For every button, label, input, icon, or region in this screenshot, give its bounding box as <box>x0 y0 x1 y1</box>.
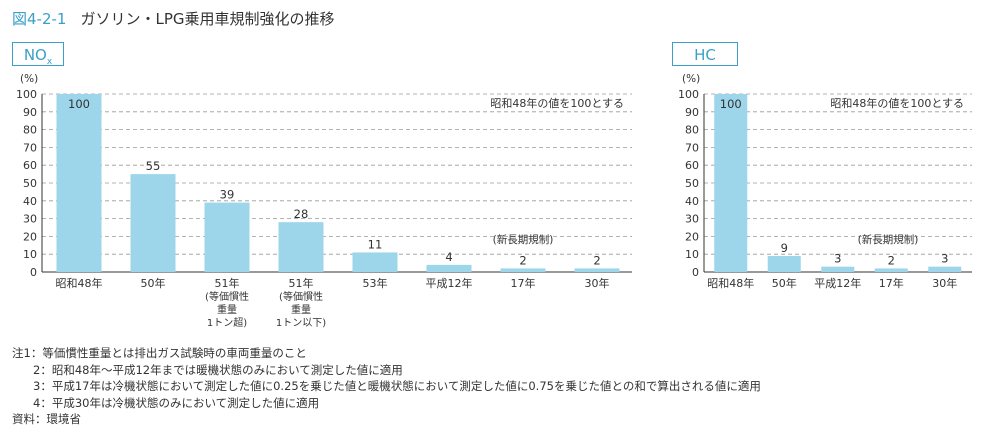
bar <box>821 266 855 272</box>
y-tick-label: 50 <box>685 177 699 190</box>
note-2: 2：昭和48年〜平成12年までは暖機状態のみにおいて測定した値に適用 <box>33 362 403 377</box>
x-category-label: 50年 <box>141 276 166 290</box>
y-tick-label: 0 <box>30 266 37 279</box>
bar-value-label: 55 <box>146 159 161 173</box>
bar <box>56 94 102 272</box>
x-category-label: 17年 <box>879 276 904 290</box>
note-1: 注1：等価慣性重量とは排出ガス試験時の車両重量のこと <box>12 346 307 360</box>
x-category-label: 50年 <box>772 276 797 290</box>
y-tick-label: 60 <box>685 159 699 172</box>
x-category-label: 平成12年 <box>814 276 861 290</box>
y-tick-label: 90 <box>685 106 699 119</box>
y-tick-label: 10 <box>23 248 37 261</box>
bar-value-label: 11 <box>368 237 383 251</box>
x-category-label: 昭和48年 <box>707 276 754 290</box>
y-tick-label: 60 <box>23 159 37 172</box>
bar-value-label: 4 <box>445 250 452 264</box>
hc-chart: 0 10 20 30 40 50 60 70 80 90 100 (%) 100 昭和48年 9 50年 3 平成… <box>678 73 972 290</box>
y-tick-label: 30 <box>23 213 37 226</box>
bar-value-label: 2 <box>888 253 895 267</box>
x-category-label: 53年 <box>363 276 388 290</box>
x-category-label: 1トン以下) <box>276 318 326 329</box>
bar-value-label: 3 <box>941 252 948 266</box>
bar <box>130 174 176 272</box>
y-tick-label: 10 <box>685 248 699 261</box>
x-category-label: 昭和48年 <box>56 276 103 290</box>
y-tick-label: 80 <box>685 124 699 137</box>
annotation-new-long-term: (新長期規制) <box>858 233 919 246</box>
y-tick-label: 90 <box>23 106 37 119</box>
x-category-label: (等価慣性 <box>279 290 323 303</box>
bar <box>352 252 398 272</box>
bar-value-label: 3 <box>834 252 841 266</box>
x-category-label: 1トン超) <box>207 316 247 329</box>
bar <box>874 268 908 272</box>
bar-value-label: 100 <box>720 97 742 111</box>
source-note: 資料：環境省 <box>12 412 81 426</box>
y-tick-label: 100 <box>16 88 37 101</box>
bar <box>426 264 472 272</box>
bar <box>500 268 546 272</box>
bar-value-label: 9 <box>781 241 788 255</box>
y-tick-label: 30 <box>685 213 699 226</box>
bar <box>767 255 801 272</box>
bar-value-label: 2 <box>519 253 526 267</box>
note-3: 3：平成17年は冷機状態において測定した値に0.25を乗じた値と暖機状態において… <box>33 379 761 393</box>
notes-block: 注1：等価慣性重量とは排出ガス試験時の車両重量のこと 2：昭和48年〜平成12年… <box>12 345 761 428</box>
y-tick-label: 20 <box>685 230 699 243</box>
bar-value-label: 39 <box>220 188 235 202</box>
y-tick-label: 100 <box>678 88 699 101</box>
x-category-label: 平成12年 <box>426 276 473 290</box>
x-category-label: 17年 <box>511 276 536 290</box>
nox-panel-label: NOx <box>12 42 64 67</box>
bar <box>204 202 250 272</box>
y-tick-label: 40 <box>685 195 699 208</box>
y-unit-label: (%) <box>682 73 700 85</box>
x-category-label: 51年 <box>289 276 314 290</box>
figure-title-text: ガソリン・LPG乗用車規制強化の推移 <box>80 10 335 28</box>
x-category-label: (等価慣性 <box>205 290 249 303</box>
y-tick-label: 70 <box>685 141 699 154</box>
y-tick-label: 0 <box>692 266 699 279</box>
bar-value-label: 2 <box>593 253 600 267</box>
x-category-label: 重量 <box>217 303 237 316</box>
bar-value-label: 28 <box>294 207 309 221</box>
x-category-label: 30年 <box>585 276 610 290</box>
y-tick-label: 20 <box>23 230 37 243</box>
x-category-label: 30年 <box>932 276 957 290</box>
x-category-label: 重量 <box>291 303 311 316</box>
y-tick-label: 80 <box>23 124 37 137</box>
y-tick-label: 70 <box>23 141 37 154</box>
bar <box>714 94 748 272</box>
y-tick-label: 40 <box>23 195 37 208</box>
figure-number: 図4-2-1 <box>12 10 67 28</box>
chart-note: 昭和48年の値を100とする <box>490 96 624 110</box>
y-tick-label: 50 <box>23 177 37 190</box>
chart-note: 昭和48年の値を100とする <box>830 96 964 110</box>
note-4: 4：平成30年は冷機状態のみにおいて測定した値に適用 <box>33 395 320 410</box>
bar-value-label: 100 <box>68 97 90 111</box>
x-category-label: 51年 <box>215 276 240 290</box>
bar <box>574 268 620 272</box>
nox-chart: 0 10 20 30 40 50 60 70 80 90 100 (%) 100 昭和48年 55 50年 39… <box>16 73 632 329</box>
figure-title: 図4-2-1 ガソリン・LPG乗用車規制強化の推移 <box>12 8 335 29</box>
hc-panel-label: HC <box>672 42 738 66</box>
annotation-new-long-term: (新長期規制) <box>493 233 554 246</box>
bar <box>278 222 324 272</box>
y-unit-label: (%) <box>20 73 38 85</box>
bar <box>928 266 962 272</box>
